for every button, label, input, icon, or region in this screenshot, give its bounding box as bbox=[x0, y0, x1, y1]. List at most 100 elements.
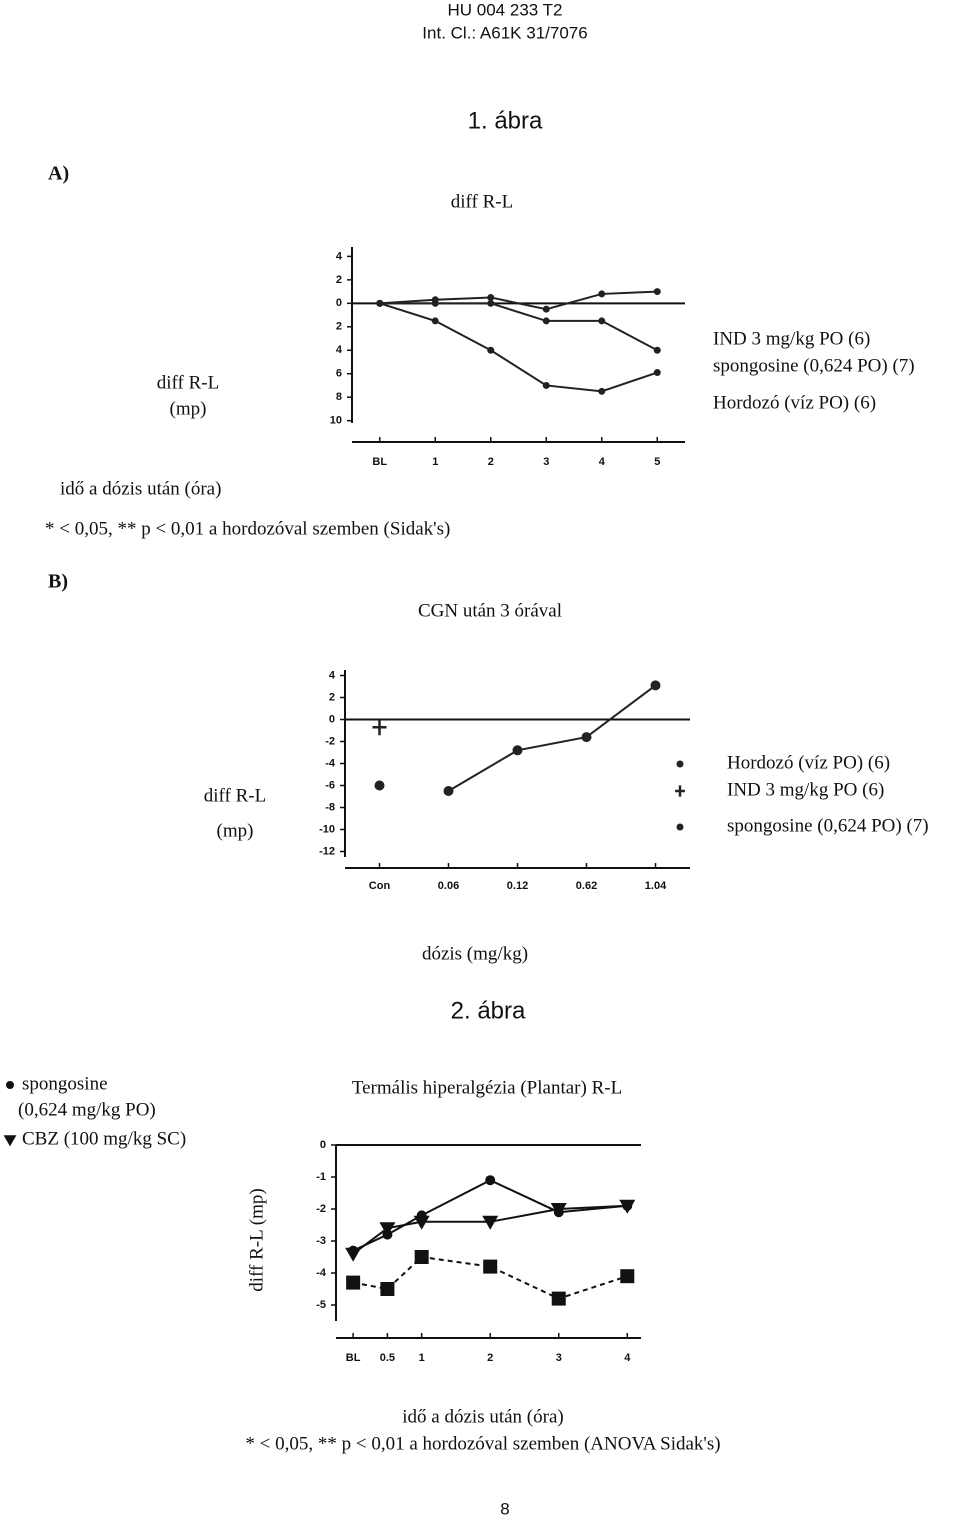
series-line bbox=[379, 302, 658, 393]
marker bbox=[487, 293, 495, 301]
marker bbox=[413, 1215, 430, 1230]
y-tick-label: 4 bbox=[336, 344, 343, 356]
marker bbox=[379, 1222, 396, 1237]
marker bbox=[483, 1259, 498, 1274]
marker bbox=[581, 732, 592, 743]
x-tick-label: 1 bbox=[419, 1352, 425, 1364]
marker bbox=[598, 317, 606, 325]
legend-label: IND 3 mg/kg PO (6) bbox=[727, 779, 884, 800]
y-tick-label: -4 bbox=[325, 757, 336, 769]
x-tick-label: 0.12 bbox=[507, 880, 528, 892]
y-tick-label: 6 bbox=[336, 368, 342, 380]
y-axis-label: diff R-L (mp) bbox=[246, 1188, 267, 1291]
legend-label: Hordozó (víz PO) (6) bbox=[727, 752, 890, 773]
x-tick-label: 0.5 bbox=[380, 1352, 395, 1364]
marker bbox=[653, 346, 661, 354]
x-tick-label: BL bbox=[346, 1352, 361, 1364]
y-axis-label: (mp) bbox=[217, 820, 254, 841]
marker bbox=[485, 1175, 496, 1186]
x-tick-label: BL bbox=[372, 456, 387, 468]
marker bbox=[431, 317, 439, 325]
x-tick-label: 3 bbox=[543, 456, 549, 468]
legend-label: IND 3 mg/kg PO (6) bbox=[713, 328, 870, 349]
page-number: 8 bbox=[500, 1499, 509, 1518]
y-axis-label: diff R-L bbox=[157, 372, 219, 393]
y-tick-label: -1 bbox=[316, 1171, 326, 1183]
series-line bbox=[379, 302, 658, 352]
marker bbox=[650, 680, 661, 691]
marker bbox=[374, 780, 385, 791]
marker bbox=[414, 1250, 429, 1264]
y-tick-label: -10 bbox=[319, 823, 335, 835]
legend-marker bbox=[3, 1135, 17, 1147]
series-line bbox=[447, 684, 657, 792]
legend-label: (0,624 mg/kg PO) bbox=[18, 1099, 156, 1120]
marker bbox=[376, 299, 384, 307]
legend-marker bbox=[6, 1081, 14, 1089]
x-tick-label: 1 bbox=[432, 456, 438, 468]
legend-marker bbox=[676, 823, 684, 831]
y-tick-label: 2 bbox=[329, 691, 335, 703]
marker bbox=[619, 1199, 636, 1214]
y-tick-label: 0 bbox=[336, 297, 342, 309]
x-tick-label: 2 bbox=[487, 1352, 493, 1364]
legend-marker bbox=[676, 760, 684, 768]
x-tick-label: 2 bbox=[488, 456, 494, 468]
y-tick-label: 2 bbox=[336, 274, 342, 286]
y-tick-label: -8 bbox=[325, 801, 335, 813]
legend-label: spongosine (0,624 PO) (7) bbox=[727, 815, 929, 836]
series-line bbox=[352, 1179, 628, 1252]
legend-marker bbox=[675, 785, 685, 797]
chart-title: CGN után 3 órával bbox=[418, 600, 562, 621]
figure-label: 1. ábra bbox=[468, 107, 543, 134]
y-tick-label: -2 bbox=[316, 1203, 326, 1215]
footnote: * < 0,05, ** p < 0,01 a hordozóval szemb… bbox=[45, 518, 450, 539]
marker bbox=[345, 1247, 362, 1262]
marker bbox=[542, 317, 550, 325]
y-tick-label: 10 bbox=[330, 415, 342, 427]
marker bbox=[487, 299, 495, 307]
x-tick-label: 3 bbox=[556, 1352, 562, 1364]
marker bbox=[598, 290, 606, 298]
panel-label: B) bbox=[48, 571, 68, 593]
x-axis-label: idő a dózis után (óra) bbox=[402, 1406, 563, 1427]
y-tick-label: -2 bbox=[325, 735, 335, 747]
y-axis-label: diff R-L bbox=[204, 785, 266, 806]
x-axis-label: idő a dózis után (óra) bbox=[60, 478, 221, 499]
y-axis-label: (mp) bbox=[170, 398, 207, 419]
marker bbox=[542, 381, 550, 389]
x-tick-label: Con bbox=[369, 880, 391, 892]
series-line bbox=[352, 1204, 628, 1255]
footnote: * < 0,05, ** p < 0,01 a hordozóval szemb… bbox=[245, 1433, 720, 1454]
patent-class: Int. Cl.: A61K 31/7076 bbox=[422, 23, 587, 42]
marker bbox=[482, 1215, 499, 1230]
y-tick-label: -5 bbox=[316, 1299, 326, 1311]
x-tick-label: 0.06 bbox=[438, 880, 459, 892]
x-tick-label: 4 bbox=[624, 1352, 631, 1364]
marker bbox=[431, 296, 439, 304]
y-tick-label: 8 bbox=[336, 391, 342, 403]
y-tick-label: -4 bbox=[316, 1267, 327, 1279]
marker bbox=[487, 346, 495, 354]
x-tick-label: 1.04 bbox=[645, 880, 667, 892]
marker bbox=[653, 288, 661, 296]
y-tick-label: 0 bbox=[320, 1139, 326, 1151]
figure-label: 2. ábra bbox=[451, 997, 526, 1024]
marker bbox=[598, 387, 606, 395]
legend-label: Hordozó (víz PO) (6) bbox=[713, 392, 876, 413]
x-tick-label: 0.62 bbox=[576, 880, 597, 892]
y-tick-label: -3 bbox=[316, 1235, 326, 1247]
series-line bbox=[379, 290, 658, 311]
y-tick-label: 0 bbox=[329, 713, 335, 725]
legend-label: spongosine (0,624 PO) (7) bbox=[713, 355, 915, 376]
chart-title: Termális hiperalgézia (Plantar) R-L bbox=[352, 1077, 622, 1098]
chart-title: diff R-L bbox=[451, 191, 513, 212]
marker bbox=[512, 745, 523, 756]
marker bbox=[443, 786, 454, 796]
y-tick-label: 2 bbox=[336, 321, 342, 333]
y-tick-label: 4 bbox=[336, 250, 343, 262]
x-tick-label: 5 bbox=[654, 456, 660, 468]
y-tick-label: 4 bbox=[329, 669, 336, 681]
y-tick-label: -6 bbox=[325, 779, 335, 791]
